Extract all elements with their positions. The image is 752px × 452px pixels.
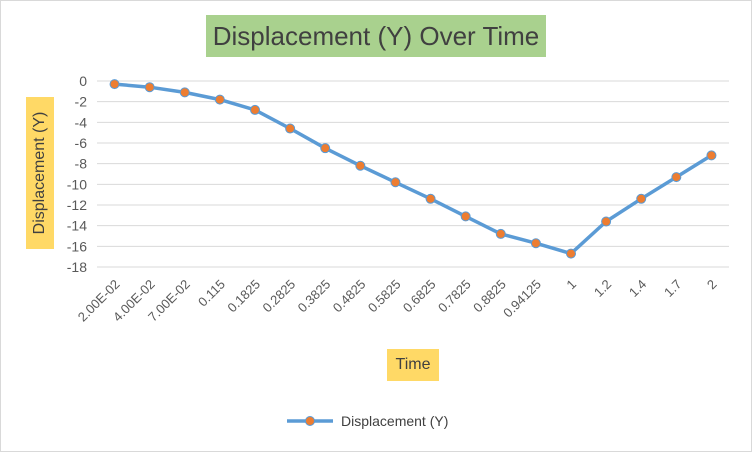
y-tick-label: -18 [67, 259, 87, 275]
data-point [706, 150, 717, 161]
y-tick-label: -12 [67, 197, 87, 213]
x-tick-label: 0.2825 [260, 277, 299, 316]
y-tick-label: -6 [75, 135, 88, 151]
data-point [285, 123, 296, 134]
data-point [390, 177, 401, 188]
x-tick-label: 0.6825 [400, 277, 439, 316]
x-tick-label: 1.2 [591, 277, 614, 300]
y-tick-label: -4 [75, 114, 88, 130]
x-tick-label: 1.4 [626, 277, 649, 300]
data-point [495, 228, 506, 239]
data-point [636, 193, 647, 204]
data-point [250, 104, 260, 115]
x-tick-label: 0.7825 [435, 277, 474, 316]
x-axis-title: Time [387, 349, 439, 381]
data-point [601, 216, 612, 227]
y-tick-label: -16 [67, 238, 87, 254]
x-tick-label: 0.1825 [224, 277, 263, 316]
x-tick-label: 0.115 [195, 277, 228, 310]
legend-label: Displacement (Y) [341, 413, 449, 429]
y-tick-label: -2 [75, 94, 88, 110]
data-point [530, 238, 541, 249]
chart-title: Displacement (Y) Over Time [206, 15, 546, 57]
chart-title-text: Displacement (Y) Over Time [212, 20, 540, 51]
data-point [355, 160, 366, 171]
y-tick-label: -10 [67, 176, 87, 192]
data-point [425, 193, 436, 204]
x-tick-label: 1.7 [661, 277, 684, 300]
x-tick-label: 0.4825 [330, 277, 369, 316]
y-axis-title: Displacement (Y) [26, 97, 54, 249]
legend-line-marker [287, 416, 333, 426]
data-point [320, 143, 331, 154]
legend: Displacement (Y) [285, 411, 448, 431]
y-tick-label: -8 [75, 156, 88, 172]
data-point [671, 172, 682, 183]
y-tick-label: 0 [79, 73, 87, 89]
x-tick-label: 2 [704, 277, 720, 293]
data-point [109, 79, 120, 90]
data-point [566, 248, 576, 259]
data-point [460, 211, 471, 222]
x-tick-label: 1 [563, 277, 579, 293]
y-tick-label: -14 [67, 218, 87, 234]
x-tick-label: 0.3825 [295, 277, 334, 316]
series-line-displacement-y [114, 82, 713, 256]
x-axis-title-text: Time [395, 356, 431, 373]
data-point [179, 87, 190, 98]
data-point [214, 94, 225, 105]
x-tick-label: 0.5825 [365, 277, 404, 316]
data-point [144, 82, 155, 93]
x-tick-label: 0.94125 [500, 277, 544, 321]
y-axis-title-text: Displacement (Y) [31, 111, 48, 235]
